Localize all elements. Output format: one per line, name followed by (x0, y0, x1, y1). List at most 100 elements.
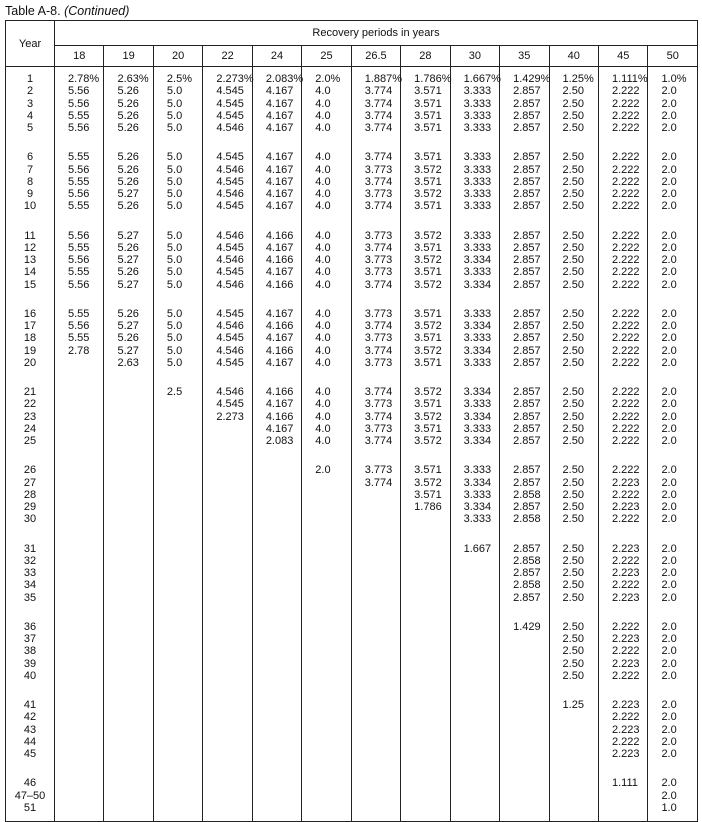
rate-cell: 4.0 (301, 241, 352, 254)
rate-cell: 2.0 (647, 735, 698, 748)
rate-cell: 4.0 (301, 307, 352, 320)
table-row: 30 3.333 2.858 2.50 2.222 2.0 (5, 513, 698, 526)
rate-cell (53, 591, 105, 604)
spacer-cell (647, 525, 698, 543)
spacer-cell (53, 290, 105, 308)
spacer-cell (449, 603, 501, 621)
spacer-cell (301, 212, 352, 230)
row-spacer (5, 290, 698, 308)
spacer-cell (597, 134, 649, 152)
rate-cell: 2.50 (548, 542, 599, 555)
rate-cell (103, 777, 154, 790)
rate-cell (400, 789, 451, 802)
year-cell: 12 (5, 241, 55, 254)
rate-cell: 2.0 (647, 789, 698, 802)
table-row: 17 5.56 5.27 5.0 4.546 4.166 4.0 3.774 3.572 3.33… (5, 320, 698, 333)
rate-cell: 5.56 (53, 122, 105, 135)
table-row: 15 5.56 5.27 5.0 4.546 4.166 4.0 3.774 3.572 3.33… (5, 278, 698, 291)
rate-cell (499, 633, 550, 646)
rate-cell: 2.78 (53, 344, 105, 357)
spacer-cell (251, 682, 303, 699)
rate-cell: 2.5% (152, 73, 204, 86)
rate-cell: 3.774 (350, 344, 402, 357)
rate-cell: 2.223 (597, 567, 649, 580)
rate-cell (350, 657, 402, 670)
spacer-cell (5, 212, 55, 230)
rate-cell: 2.0 (647, 567, 698, 580)
rate-cell (152, 542, 204, 555)
rate-cell (251, 723, 303, 736)
rate-cell (103, 464, 154, 477)
rate-cell: 5.55 (53, 175, 105, 188)
rate-cell: 2.222 (597, 386, 649, 399)
rate-cell: 4.166 (251, 278, 303, 291)
spacer-cell (350, 212, 402, 230)
year-cell: 38 (5, 645, 55, 658)
rate-cell (499, 789, 550, 802)
rate-cell: 4.0 (301, 163, 352, 176)
rate-cell: 2.222 (597, 410, 649, 423)
spacer-cell (301, 447, 352, 465)
rate-cell (202, 591, 253, 604)
rate-cell (301, 711, 352, 724)
rate-cell: 2.222 (597, 175, 649, 188)
spacer-cell (251, 814, 303, 822)
rate-cell: 3.773 (350, 188, 402, 201)
year-cell: 11 (5, 229, 55, 242)
year-cell: 26 (5, 464, 55, 477)
year-cell: 33 (5, 567, 55, 580)
rate-cell: 2.857 (499, 307, 550, 320)
rate-cell (251, 501, 303, 514)
rate-cell: 5.55 (53, 109, 105, 122)
rate-cell (53, 657, 105, 670)
rate-cell (152, 488, 204, 501)
rate-cell: 3.774 (350, 410, 402, 423)
rate-cell: 2.0 (647, 513, 698, 526)
rate-cell (350, 645, 402, 658)
rate-cell: 2.222 (597, 645, 649, 658)
rate-cell (53, 542, 105, 555)
rate-cell: 2.857 (499, 163, 550, 176)
table-row: 16 5.55 5.26 5.0 4.545 4.167 4.0 3.773 3.571 3.33… (5, 307, 698, 320)
rate-cell (251, 488, 303, 501)
rate-cell: 2.857 (499, 410, 550, 423)
rate-cell: 2.222 (597, 266, 649, 279)
rate-cell: 5.26 (103, 85, 154, 98)
rate-cell: 4.167 (251, 188, 303, 201)
rate-cell (548, 735, 599, 748)
rate-cell: 3.774 (350, 97, 402, 110)
year-cell: 25 (5, 435, 55, 448)
year-cell: 4 (5, 109, 55, 122)
rate-cell (202, 777, 253, 790)
spacer-cell (251, 447, 303, 465)
year-cell: 42 (5, 711, 55, 724)
table-row: 5 5.56 5.26 5.0 4.546 4.167 4.0 3.774 3.571 3.333… (5, 122, 698, 135)
rate-cell (350, 579, 402, 592)
rate-cell (301, 633, 352, 646)
rate-cell (400, 748, 451, 761)
rate-cell: 2.857 (499, 476, 550, 489)
rate-cell: 2.857 (499, 122, 550, 135)
spacer-cell (5, 134, 55, 152)
rate-cell (499, 657, 550, 670)
rate-cell (548, 723, 599, 736)
year-cell: 6 (5, 151, 55, 164)
spacer-cell (5, 447, 55, 465)
spacer-cell (597, 290, 649, 308)
rate-cell (202, 513, 253, 526)
rate-cell (202, 723, 253, 736)
rate-cell (400, 711, 451, 724)
rate-cell: 3.571 (400, 151, 451, 164)
rate-cell: 2.223 (597, 476, 649, 489)
rate-cell (152, 711, 204, 724)
rate-cell: 5.56 (53, 97, 105, 110)
rate-cell: 2.0 (647, 476, 698, 489)
rate-cell: 2.0 (647, 175, 698, 188)
rate-cell: 2.0 (647, 188, 698, 201)
spacer-cell (53, 682, 105, 699)
table-row: 7 5.56 5.26 5.0 4.546 4.167 4.0 3.773 3.572 3.333… (5, 163, 698, 176)
table-row: 36 1.429 2.50 2.222 2.0 (5, 620, 698, 633)
year-cell: 30 (5, 513, 55, 526)
rate-cell: 4.0 (301, 229, 352, 242)
rate-cell (53, 422, 105, 435)
